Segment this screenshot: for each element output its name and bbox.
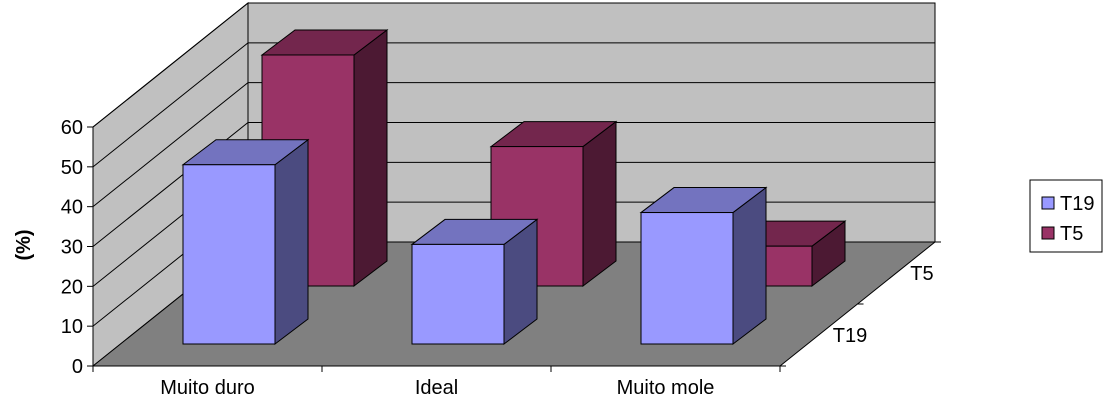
- bar-t19-muito-duro-side: [274, 138, 309, 346]
- y-axis-title: (%): [13, 229, 35, 260]
- legend-label-t19: T19: [1060, 193, 1094, 215]
- bar-t19-ideal: [410, 218, 539, 346]
- x-tick-label-ideal: Ideal: [415, 377, 458, 399]
- x-tick-label-muito-mole: Muito mole: [617, 377, 715, 399]
- bar-t19-muito-duro-front: [182, 164, 276, 345]
- depth-label-t19: T19: [833, 325, 867, 347]
- y-tick-label: 50: [61, 157, 83, 179]
- axis-labels: 0 10 20 30 40 50 60 Muito duro Ideal Muito mole T1…: [61, 117, 934, 399]
- bars-series-back: [260, 28, 847, 288]
- legend-swatch-t5: [1041, 226, 1055, 240]
- y-tick-label: 60: [61, 117, 83, 139]
- gridline: [92, 2, 935, 128]
- legend-swatch-t19: [1041, 196, 1055, 210]
- legend: T19 T5: [1029, 179, 1103, 253]
- bar-t5-ideal-side: [582, 120, 617, 288]
- bar-t5-muito-duro-side: [353, 28, 388, 288]
- y-tick-label: 40: [61, 197, 83, 219]
- legend-label-t5: T5: [1060, 223, 1083, 245]
- y-tick-label: 10: [61, 316, 83, 338]
- bar-t19-muito-duro: [181, 138, 310, 346]
- x-tick-label-muito-duro: Muito duro: [160, 377, 255, 399]
- bar-t19-muito-mole-side: [732, 186, 767, 346]
- bar-t19-muito-mole-front: [640, 212, 734, 345]
- bars-series-front: [181, 138, 768, 346]
- y-tick-label: 30: [61, 237, 83, 259]
- bar-t19-muito-mole: [639, 186, 768, 346]
- legend-box: [1029, 179, 1103, 253]
- y-tick-label: 20: [61, 276, 83, 298]
- axes: [87, 126, 941, 372]
- gridline: [92, 42, 935, 168]
- gridline: [92, 82, 935, 208]
- gridline: [92, 122, 935, 247]
- depth-label-t5: T5: [910, 263, 933, 285]
- y-tick-label: 0: [72, 356, 83, 378]
- bar-t19-ideal-front: [411, 243, 505, 345]
